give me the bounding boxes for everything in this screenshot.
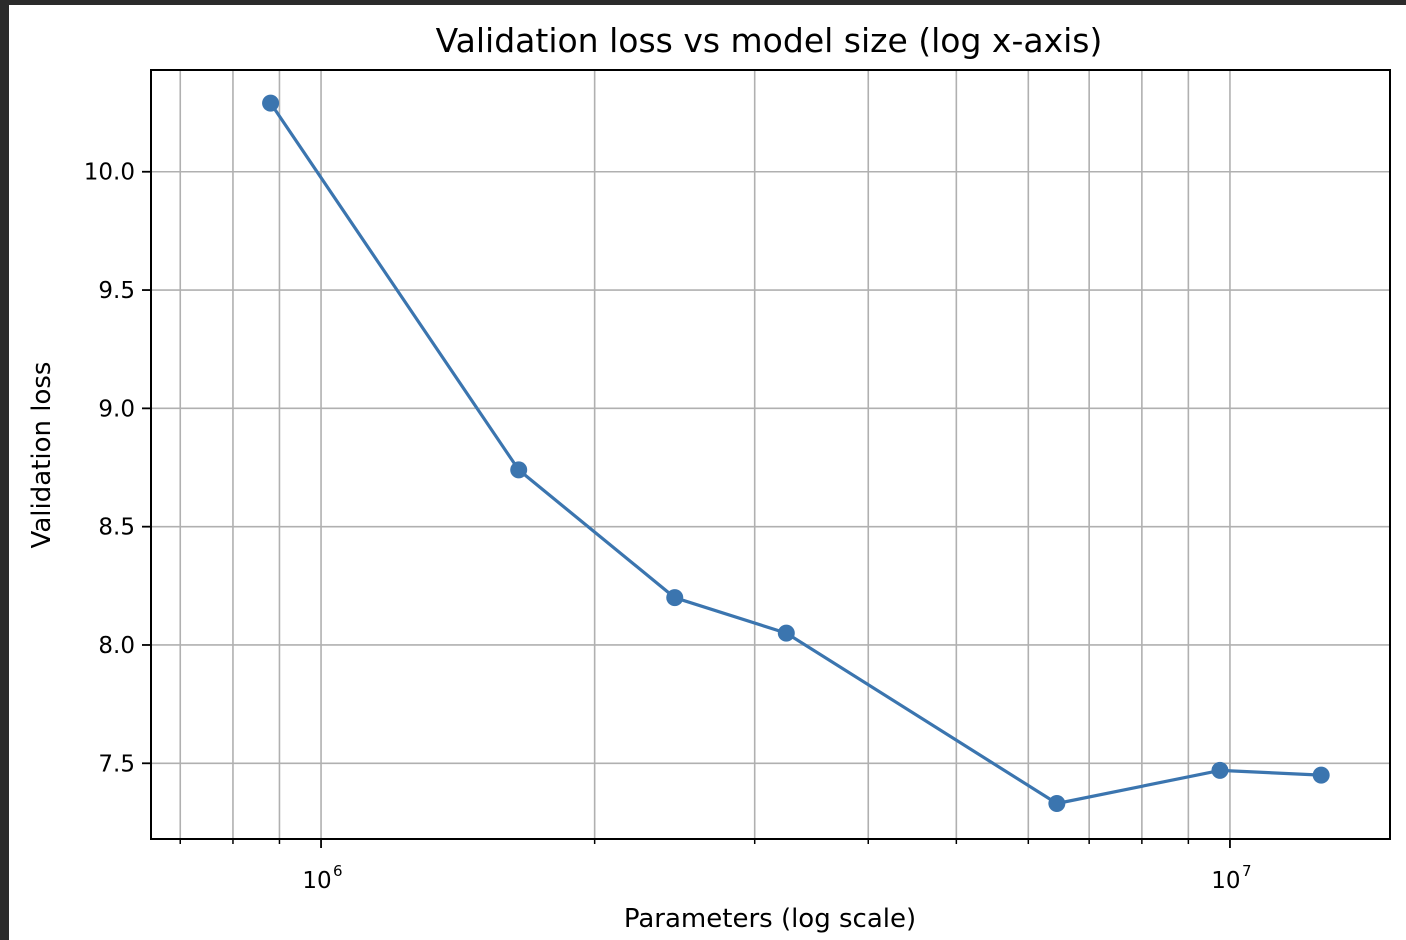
y-tick-label: 9.0 (98, 396, 135, 422)
y-tick-label: 7.5 (98, 751, 135, 777)
chart-title: Validation loss vs model size (log x-axi… (436, 21, 1103, 60)
grid (151, 70, 1390, 839)
y-tick-label: 9.5 (98, 278, 135, 304)
x-tick-label: 10 (302, 868, 331, 894)
x-axis-label: Parameters (log scale) (624, 904, 916, 934)
data-point (1312, 766, 1330, 784)
x-tick-exponent: 6 (333, 862, 343, 880)
data-point (510, 461, 528, 479)
data-point (1048, 795, 1066, 813)
data-point (777, 624, 795, 642)
series-line (269, 102, 1322, 806)
window-edge-top (0, 0, 1406, 5)
data-series (262, 94, 1330, 813)
x-tick-label: 10 (1211, 868, 1240, 894)
y-tick-label: 8.0 (98, 633, 135, 659)
data-point (666, 589, 684, 607)
x-tick-exponent: 7 (1242, 862, 1252, 880)
y-tick-label: 8.5 (98, 515, 135, 541)
data-point (1211, 761, 1229, 779)
plot-area-border (150, 69, 1391, 840)
y-axis-label: Validation loss (27, 362, 57, 549)
data-point (262, 94, 280, 112)
y-tick-label: 10.0 (84, 160, 135, 186)
window-edge-left (0, 0, 9, 940)
